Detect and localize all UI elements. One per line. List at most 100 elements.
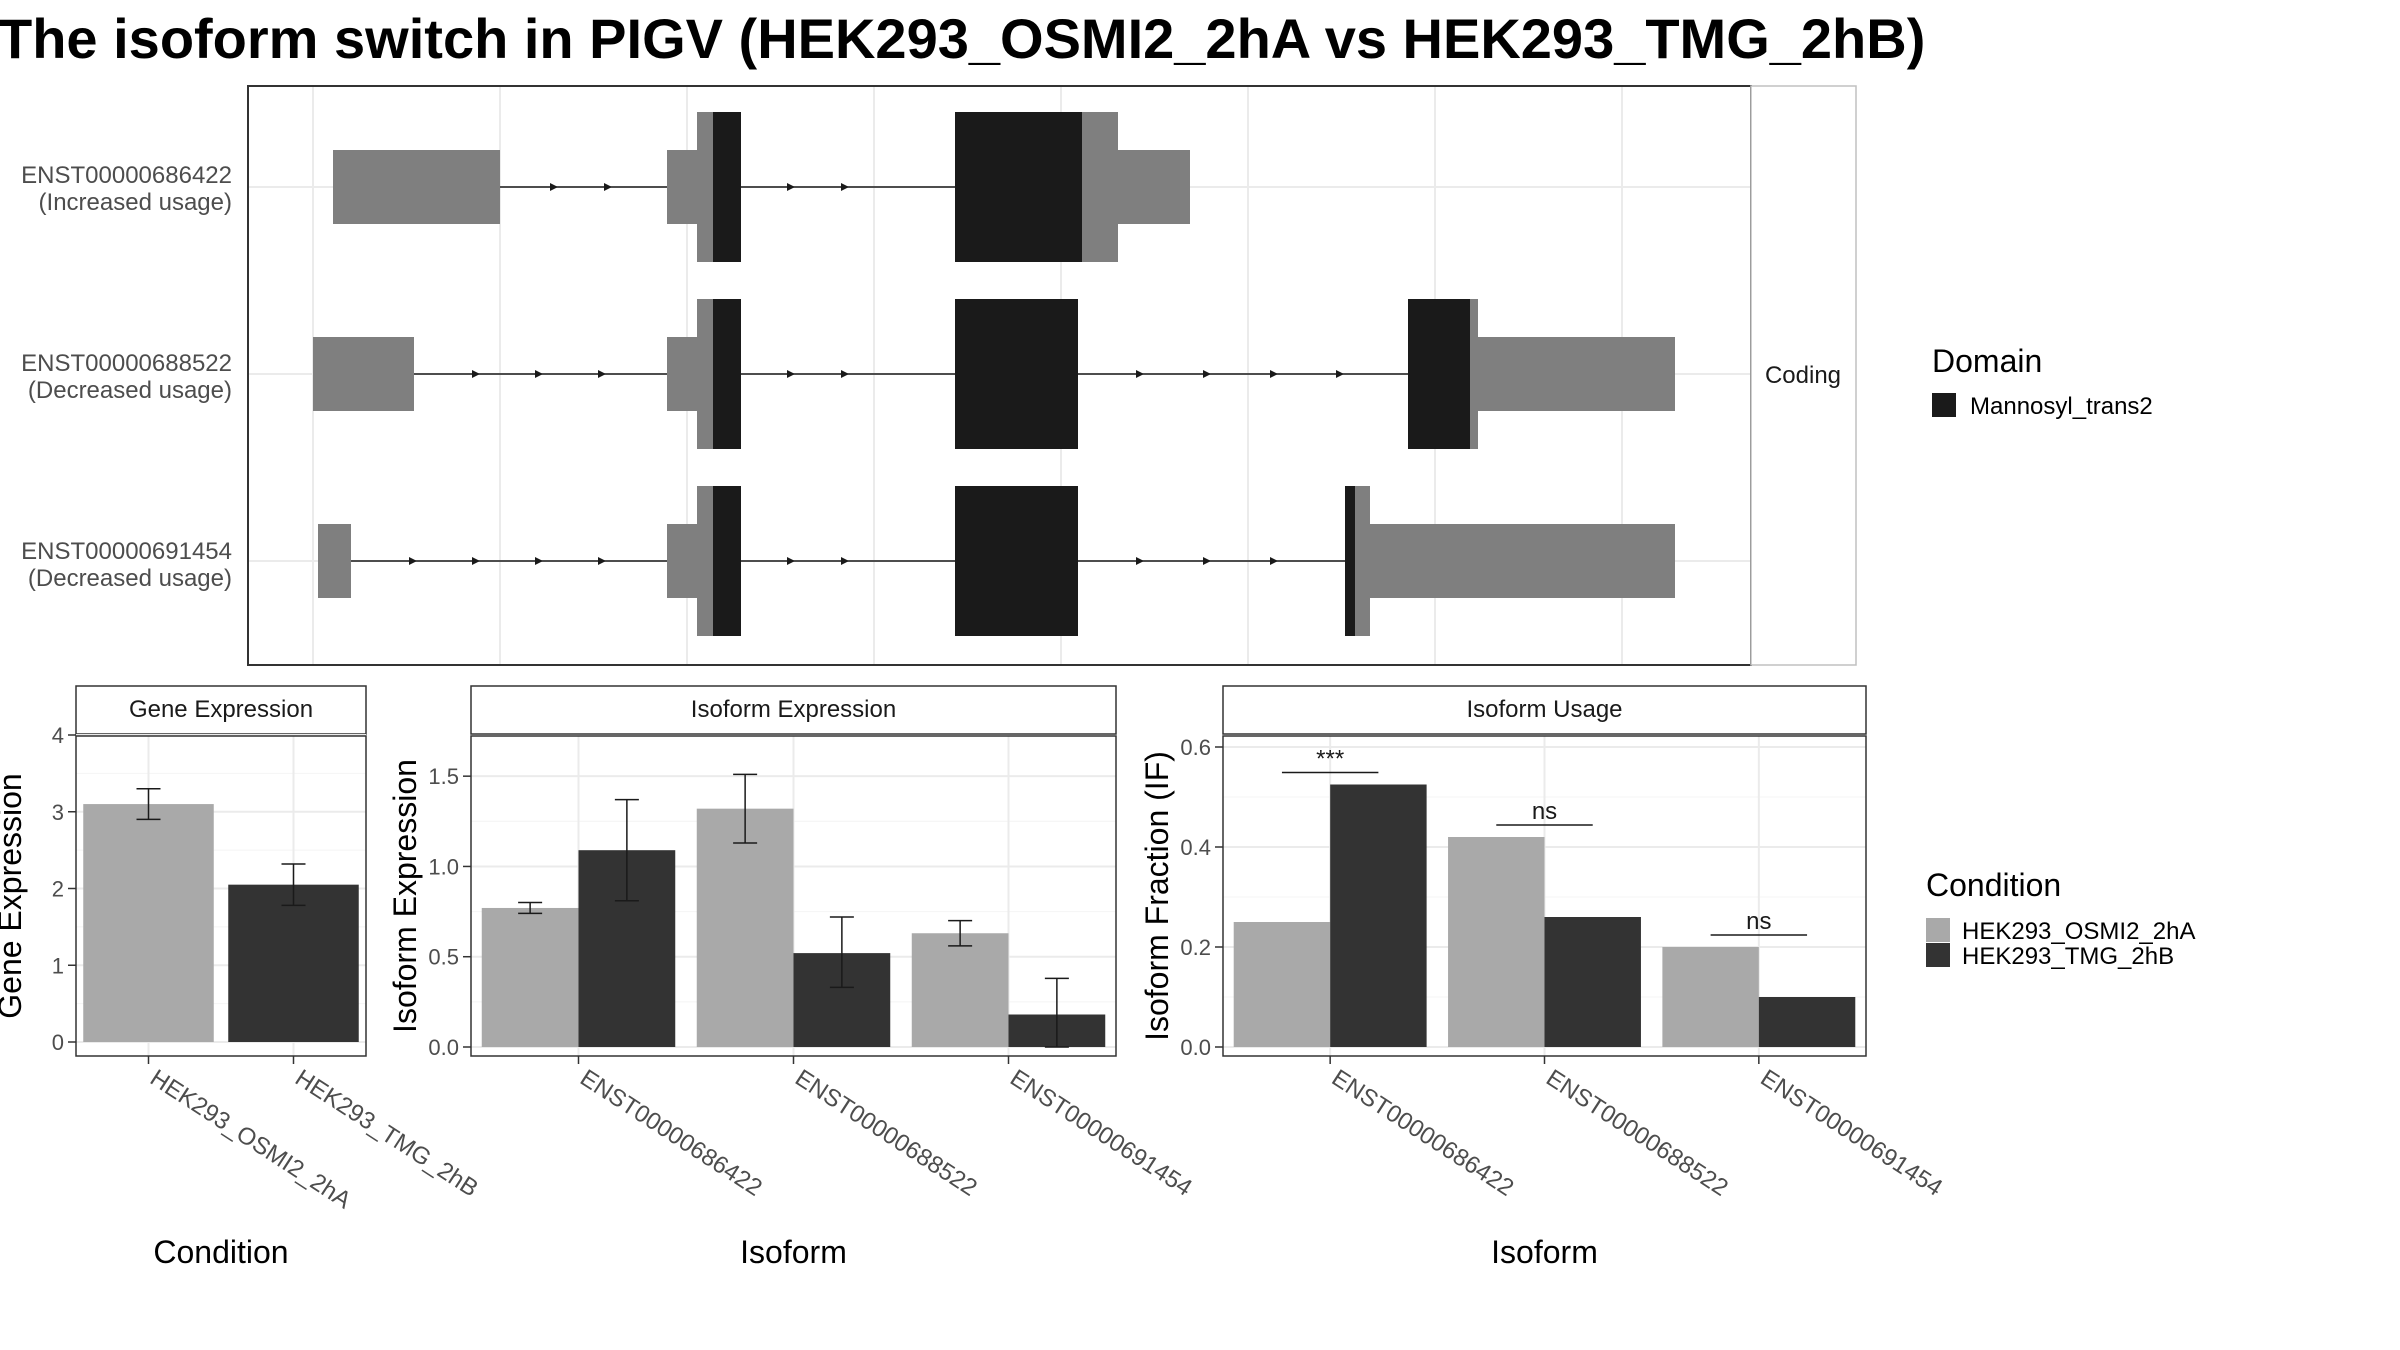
transcript-1 bbox=[333, 112, 1190, 262]
bar bbox=[1330, 784, 1427, 1047]
intron-direction-arrow bbox=[598, 370, 606, 378]
domain-legend-swatch bbox=[1932, 393, 1956, 417]
x-axis-title: Condition bbox=[153, 1234, 288, 1270]
facet-strip-label: Coding bbox=[1765, 362, 1841, 389]
domain-exon bbox=[713, 299, 741, 449]
y-axis-title: Isoform Expression bbox=[387, 759, 423, 1033]
y-tick-label: 1 bbox=[52, 953, 64, 978]
intron-direction-arrow bbox=[472, 370, 480, 378]
transcript-2 bbox=[313, 299, 1675, 449]
intron-direction-arrow bbox=[787, 183, 795, 191]
x-tick-label: ENST00000691454 bbox=[1005, 1064, 1197, 1201]
significance-label: *** bbox=[1316, 746, 1344, 773]
structure-transcripts bbox=[313, 112, 1675, 636]
intron-direction-arrow bbox=[598, 557, 606, 565]
bar bbox=[481, 907, 579, 1047]
condition-legend-swatch-b bbox=[1926, 943, 1950, 967]
isoform-note-3: (Decreased usage) bbox=[28, 565, 232, 592]
structure-panel: Coding ENST00000686422 (Increased usage)… bbox=[21, 85, 1857, 666]
panel-strip-title: Isoform Usage bbox=[1466, 696, 1622, 723]
y-tick-label: 3 bbox=[52, 800, 64, 825]
utr-exon bbox=[1370, 524, 1675, 598]
intron-direction-arrow bbox=[841, 370, 849, 378]
intron-direction-arrow bbox=[550, 183, 558, 191]
intron-direction-arrow bbox=[472, 557, 480, 565]
domain-exon bbox=[713, 112, 741, 262]
coding-exon bbox=[697, 112, 713, 262]
intron-direction-arrow bbox=[409, 557, 417, 565]
significance-label: ns bbox=[1532, 798, 1557, 825]
panel-strip bbox=[75, 685, 367, 735]
condition-legend-label-b: HEK293_TMG_2hB bbox=[1962, 943, 2174, 970]
domain-exon bbox=[955, 486, 1078, 636]
x-axis-title: Isoform bbox=[740, 1234, 847, 1270]
coding-exon bbox=[697, 486, 713, 636]
bar bbox=[696, 808, 794, 1047]
x-tick-label: ENST00000686422 bbox=[1327, 1064, 1519, 1201]
x-tick-label: ENST00000688522 bbox=[790, 1064, 982, 1201]
intron-direction-arrow bbox=[604, 183, 612, 191]
y-tick-label: 2 bbox=[52, 877, 64, 902]
intron-direction-arrow bbox=[787, 370, 795, 378]
coding-exon bbox=[1082, 112, 1118, 262]
isoform-note-2: (Decreased usage) bbox=[28, 377, 232, 404]
utr-exon bbox=[333, 150, 500, 224]
intron-direction-arrow bbox=[535, 557, 543, 565]
domain-legend-title: Domain bbox=[1932, 343, 2042, 379]
y-tick-label: 1.5 bbox=[428, 764, 459, 789]
panel-strip-title: Isoform Expression bbox=[691, 696, 896, 723]
panel-isoform-usage: Isoform Usage *** ns ns 0.0 0.2 0.4 0.6 ENST0000… bbox=[1139, 685, 1947, 1270]
y-tick-label: 0 bbox=[52, 1030, 64, 1055]
intron-direction-arrow bbox=[1270, 557, 1278, 565]
intron-direction-arrow bbox=[1336, 370, 1344, 378]
utr-exon bbox=[318, 524, 351, 598]
panel-strip bbox=[470, 685, 1117, 735]
y-tick-label: 4 bbox=[52, 723, 64, 748]
y-axis-title: Isoform Fraction (IF) bbox=[1139, 751, 1175, 1041]
domain-exon bbox=[1408, 299, 1470, 449]
intron-direction-arrow bbox=[787, 557, 795, 565]
isoform-label-2: ENST00000688522 bbox=[21, 350, 232, 377]
utr-exon bbox=[667, 337, 697, 411]
bar bbox=[1233, 922, 1331, 1047]
bar bbox=[1448, 837, 1545, 1047]
condition-legend-label-a: HEK293_OSMI2_2hA bbox=[1962, 918, 2195, 945]
y-tick-label: 0.0 bbox=[428, 1035, 459, 1060]
domain-exon bbox=[713, 486, 741, 636]
intron-direction-arrow bbox=[841, 557, 849, 565]
bar bbox=[1662, 947, 1759, 1047]
bar bbox=[911, 933, 1009, 1047]
utr-exon bbox=[313, 337, 414, 411]
y-tick-label: 0.4 bbox=[1180, 835, 1211, 860]
utr-exon bbox=[1478, 337, 1675, 411]
intron-direction-arrow bbox=[1270, 370, 1278, 378]
coding-exon bbox=[1470, 299, 1478, 449]
y-tick-label: 0.6 bbox=[1180, 735, 1211, 760]
bar bbox=[1544, 917, 1641, 1047]
panel-isoform-expression: Isoform Expression0.00.51.01.5ENST000006… bbox=[387, 685, 1197, 1270]
intron-direction-arrow bbox=[1136, 370, 1144, 378]
intron-direction-arrow bbox=[1203, 370, 1211, 378]
domain-legend-label: Mannosyl_trans2 bbox=[1970, 393, 2153, 420]
domain-exon bbox=[1345, 486, 1355, 636]
condition-legend-swatch-a bbox=[1926, 918, 1950, 942]
y-tick-label: 0.2 bbox=[1180, 935, 1211, 960]
panel-strip-title: Gene Expression bbox=[129, 696, 313, 723]
intron-direction-arrow bbox=[1203, 557, 1211, 565]
bar bbox=[228, 884, 359, 1042]
panel-strip bbox=[1222, 685, 1867, 735]
domain-exon bbox=[955, 112, 1082, 262]
y-tick-label: 1.0 bbox=[428, 854, 459, 879]
intron-direction-arrow bbox=[1136, 557, 1144, 565]
y-tick-label: 0.0 bbox=[1180, 1035, 1211, 1060]
isoform-note-1: (Increased usage) bbox=[39, 189, 232, 216]
isoform-label-3: ENST00000691454 bbox=[21, 538, 232, 565]
isoform-label-1: ENST00000686422 bbox=[21, 162, 232, 189]
intron-direction-arrow bbox=[841, 183, 849, 191]
condition-legend-title: Condition bbox=[1926, 867, 2061, 903]
intron-direction-arrow bbox=[535, 370, 543, 378]
bar bbox=[1758, 997, 1856, 1047]
utr-exon bbox=[667, 150, 697, 224]
bar-panels: Gene Expression01234HEK293_OSMI2_2hAHEK2… bbox=[0, 685, 1947, 1270]
